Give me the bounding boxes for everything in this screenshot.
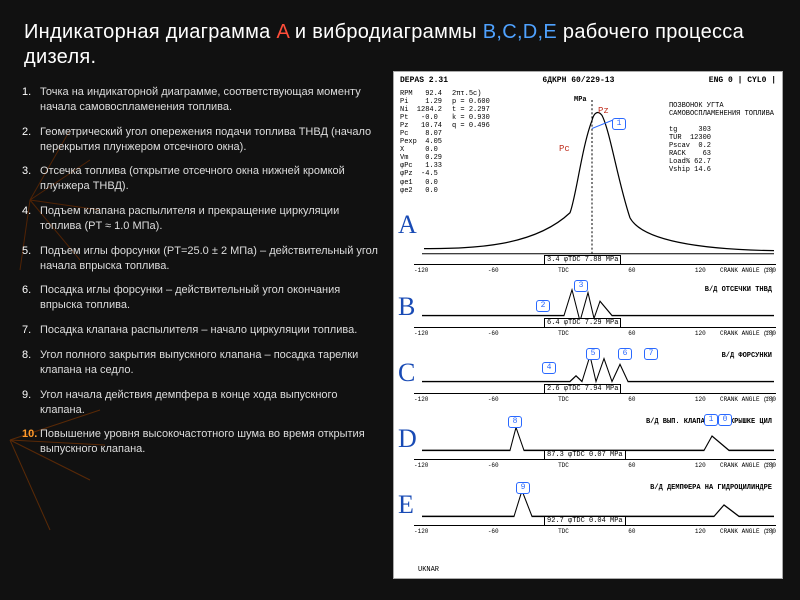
- marker-6: 6: [618, 348, 632, 360]
- pz-label: Pz: [598, 106, 609, 116]
- marker-1: 1: [612, 118, 626, 130]
- plot-E: В/Д ДЕМПФЕРА НА ГИДРОЦИЛИНДРЕ 9 92.7 φTD…: [414, 482, 776, 526]
- pc-label: Pc: [559, 144, 570, 154]
- letter-C: C: [398, 358, 415, 388]
- marker-10b: 0: [718, 414, 732, 426]
- plot-B: В/Д ОТСЕЧКИ ТНВД 2 3 6.4 φTDC 7.29 MPa -…: [414, 284, 776, 328]
- plot-A: MPa Pz Pc 1 3.4 φTDC 7.88 MPa -120-60TDC…: [414, 100, 776, 265]
- marker-5: 5: [586, 348, 600, 360]
- list-item: 4.Подъем клапана распылителя и прекращен…: [22, 204, 382, 234]
- marker-9: 9: [516, 482, 530, 494]
- letter-B: B: [398, 292, 415, 322]
- marker-3: 3: [574, 280, 588, 292]
- hdr-left: DEPAS 2.31: [400, 76, 448, 85]
- marker-4: 4: [542, 362, 556, 374]
- plot-D: В/Д ВЫП. КЛАПАНА НА КРЫШКЕ ЦИЛ 8 1 0 87.…: [414, 416, 776, 460]
- page-title: Индикаторная диаграмма A и вибродиаграмм…: [24, 20, 776, 70]
- letter-D: D: [398, 424, 417, 454]
- list-item: 8.Угол полного закрытия выпускного клапа…: [22, 348, 382, 378]
- list-item: 2.Геометрический угол опережения подачи …: [22, 125, 382, 155]
- list-item: 3.Отсечка топлива (открытие отсечного ок…: [22, 164, 382, 194]
- list-item: 5.Подъем иглы форсунки (PT=25.0 ± 2 МПа)…: [22, 244, 382, 274]
- letter-E: E: [398, 490, 414, 520]
- uknar: UKNAR: [418, 566, 439, 574]
- marker-10a: 1: [704, 414, 718, 426]
- list-item: 6.Посадка иглы форсунки – действительный…: [22, 283, 382, 313]
- list-item: 9.Угол начала действия демпфера в конце …: [22, 388, 382, 418]
- hdr-right: ENG 0 | CYL0 |: [709, 76, 776, 85]
- list-item: 1.Точка на индикаторной диаграмме, соотв…: [22, 85, 382, 115]
- indicator-diagram: DEPAS 2.31 6ДКРН 60/229-13 ENG 0 | CYL0 …: [394, 72, 782, 578]
- marker-7: 7: [644, 348, 658, 360]
- marker-2: 2: [536, 300, 550, 312]
- plot-C: В/Д ФОРСУНКИ 4 5 6 7 2.6 φTDC 7.94 MPa -…: [414, 350, 776, 394]
- list-item: 10.Повышение уровня высокочастотного шум…: [22, 427, 382, 457]
- legend-list: 1.Точка на индикаторной диаграмме, соотв…: [22, 85, 382, 467]
- marker-8: 8: [508, 416, 522, 428]
- list-item: 7.Посадка клапана распылителя – начало ц…: [22, 323, 382, 338]
- hdr-mid: 6ДКРН 60/229-13: [542, 76, 614, 85]
- letter-A: A: [398, 210, 417, 240]
